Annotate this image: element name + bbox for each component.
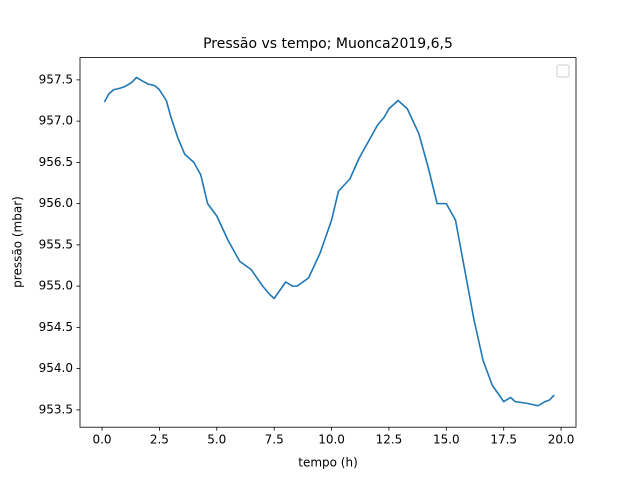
data-line [103,76,555,407]
y-tick-label: 954.5 [39,320,73,334]
x-tick-label: 7.5 [265,433,284,447]
y-tick-label: 956.5 [39,155,73,169]
y-tick-label: 955.5 [39,237,73,251]
x-tick-label: 20.0 [548,433,575,447]
x-tick-label: 15.0 [433,433,460,447]
y-tick-label: 955.0 [39,279,73,293]
legend-box [556,64,570,78]
y-tick-label: 957.0 [39,114,73,128]
x-tick-label: 10.0 [318,433,345,447]
chart-title: Pressão vs tempo; Muonca2019,6,5 [203,36,453,52]
y-tick-label: 953.5 [39,402,73,416]
y-tick-label: 957.5 [39,72,73,86]
x-tick-label: 17.5 [490,433,517,447]
x-tick-label: 0.0 [92,433,111,447]
x-axis-label: tempo (h) [298,456,358,470]
y-tick-label: 956.0 [39,196,73,210]
plot-frame [79,57,577,428]
x-tick-label: 5.0 [207,433,226,447]
x-tick-label: 12.5 [376,433,403,447]
y-tick-label: 954.0 [39,361,73,375]
y-axis-label: pressão (mbar) [11,196,25,288]
x-tick-label: 2.5 [150,433,169,447]
